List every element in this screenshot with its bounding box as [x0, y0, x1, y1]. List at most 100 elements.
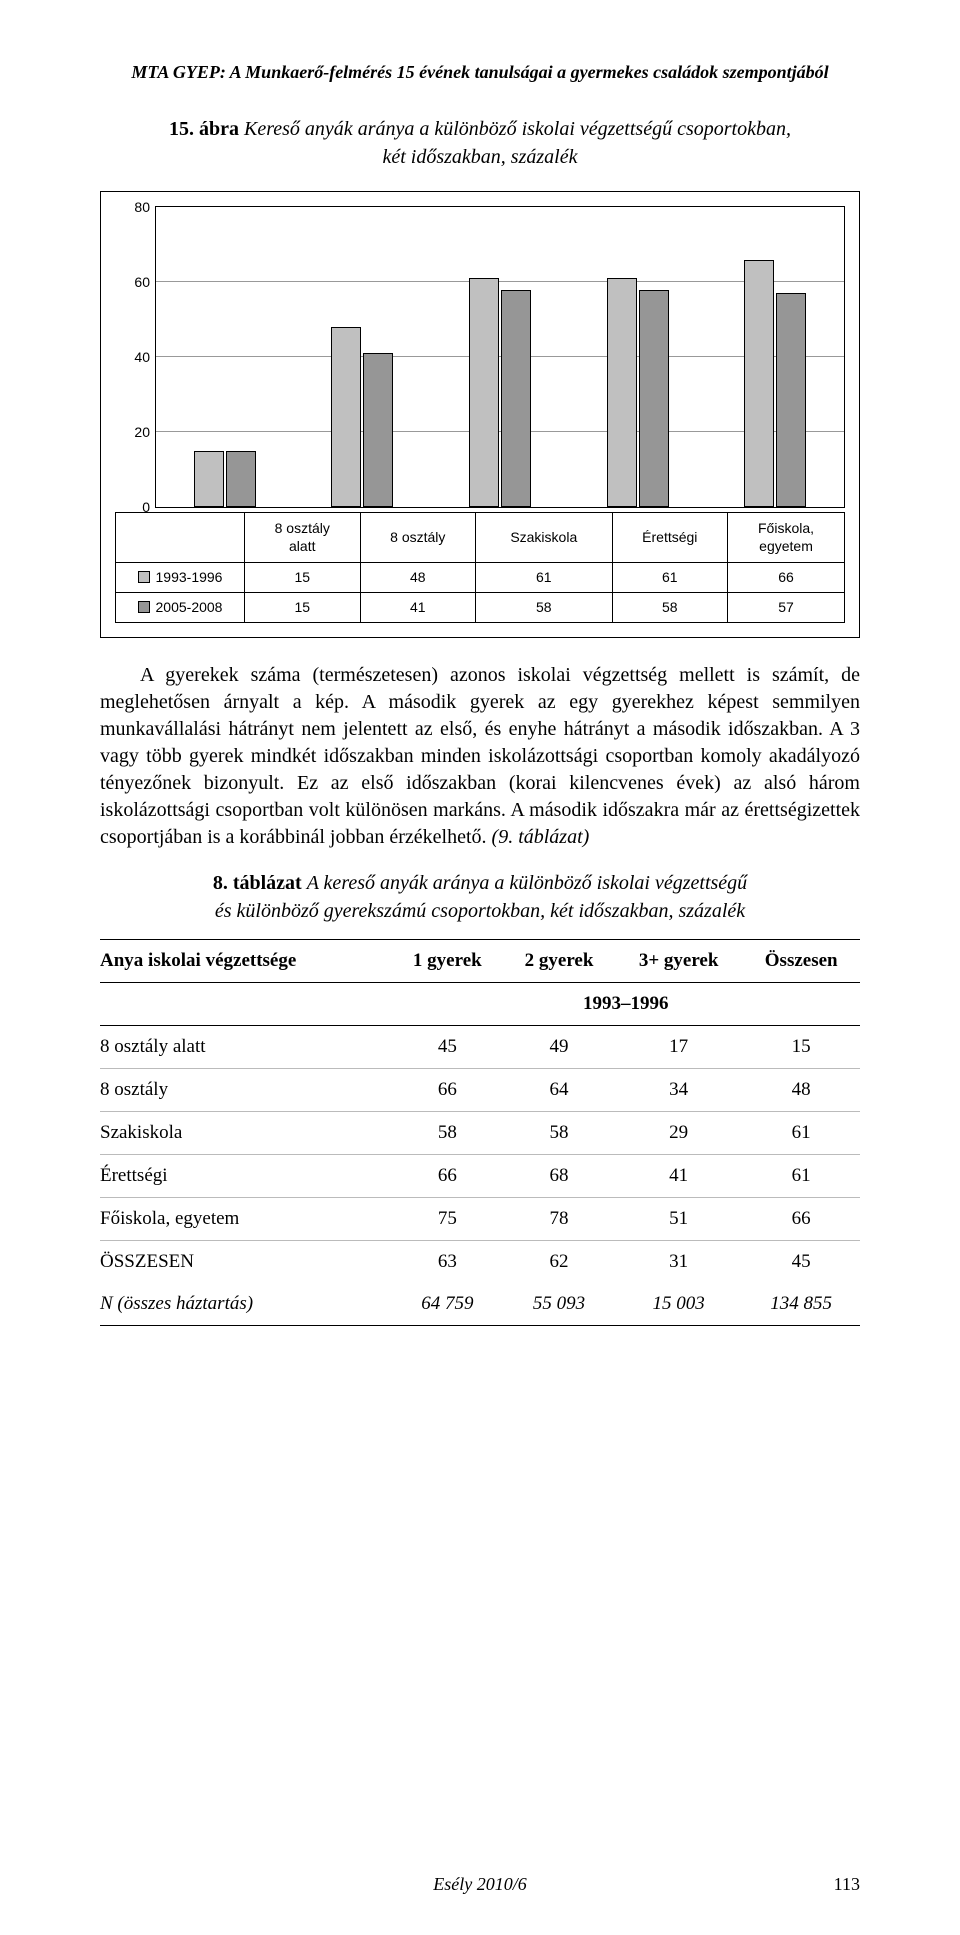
- table-cell: 61: [742, 1154, 860, 1197]
- chart-bar-group: [469, 278, 531, 507]
- chart-ytick: 0: [120, 499, 150, 515]
- chart-table-value: 61: [476, 562, 613, 592]
- table-row-label: Érettségi: [100, 1154, 391, 1197]
- table-cell: 17: [615, 1025, 742, 1068]
- table-cell: 15: [742, 1025, 860, 1068]
- chart-ytick: 80: [120, 199, 150, 215]
- table-cell: 51: [615, 1197, 742, 1240]
- table-cell: 58: [503, 1111, 615, 1154]
- chart-table-category: Érettségi: [612, 513, 728, 562]
- table-cell: 41: [615, 1154, 742, 1197]
- chart-series-label: 1993-1996: [116, 562, 245, 592]
- table-cell: 78: [503, 1197, 615, 1240]
- running-header: MTA GYEP: A Munkaerő-felmérés 15 évének …: [100, 60, 860, 85]
- chart-bar: [607, 278, 637, 507]
- table-cell: 66: [391, 1154, 503, 1197]
- table-cell: 66: [391, 1068, 503, 1111]
- chart-table-category: 8 osztály: [360, 513, 476, 562]
- chart-bar: [469, 278, 499, 507]
- figure-caption-line1: Kereső anyák aránya a különböző iskolai …: [244, 118, 791, 140]
- table-summary-cell: 63: [391, 1240, 503, 1283]
- table-subheader-blank: [100, 982, 391, 1025]
- table-n-cell: 55 093: [503, 1283, 615, 1326]
- chart-table-value: 48: [360, 562, 476, 592]
- chart-bar: [744, 260, 774, 508]
- chart-bar: [639, 290, 669, 508]
- table-n-cell: 15 003: [615, 1283, 742, 1326]
- chart-bar: [363, 353, 393, 507]
- table-row-label: Szakiskola: [100, 1111, 391, 1154]
- chart-table-category: Főiskola,egyetem: [728, 513, 845, 562]
- table-n-cell: 64 759: [391, 1283, 503, 1326]
- footer-page-number: 113: [800, 1874, 860, 1895]
- table-cell: 49: [503, 1025, 615, 1068]
- chart-bar: [226, 451, 256, 507]
- table-n-label: N (összes háztartás): [100, 1283, 391, 1326]
- body-text: A gyerekek száma (természetesen) azonos …: [100, 664, 860, 848]
- chart-ytick: 20: [120, 424, 150, 440]
- table-cell: 34: [615, 1068, 742, 1111]
- table-header-col: 2 gyerek: [503, 939, 615, 982]
- table-summary-cell: 31: [615, 1240, 742, 1283]
- body-ref: (9. táblázat): [492, 826, 590, 848]
- chart-table-value: 61: [612, 562, 728, 592]
- chart-table-value: 58: [476, 592, 613, 622]
- footer-journal: Esély 2010/6: [160, 1874, 800, 1895]
- table-cell: 58: [391, 1111, 503, 1154]
- table-cell: 29: [615, 1111, 742, 1154]
- chart-bar-group: [331, 327, 393, 507]
- chart-plot-area: 020406080: [155, 206, 845, 508]
- table-cell: 66: [742, 1197, 860, 1240]
- chart-table-value: 57: [728, 592, 845, 622]
- table-cell: 61: [742, 1111, 860, 1154]
- chart-series-label: 2005-2008: [116, 592, 245, 622]
- chart-table-category: Szakiskola: [476, 513, 613, 562]
- chart-bar: [331, 327, 361, 507]
- table-cell: 68: [503, 1154, 615, 1197]
- content-table: Anya iskolai végzettsége1 gyerek2 gyerek…: [100, 939, 860, 1326]
- table-header-col: 1 gyerek: [391, 939, 503, 982]
- table-caption-line2: és különböző gyerekszámú csoportokban, k…: [215, 900, 745, 922]
- body-paragraph: A gyerekek száma (természetesen) azonos …: [100, 662, 860, 851]
- chart-table-category: 8 osztályalatt: [245, 513, 361, 562]
- table-cell: 45: [391, 1025, 503, 1068]
- table-header-col: Összesen: [742, 939, 860, 982]
- table-summary-cell: 45: [742, 1240, 860, 1283]
- chart-bar: [776, 293, 806, 507]
- table-caption-line1: A kereső anyák aránya a különböző iskola…: [307, 872, 747, 894]
- chart-ytick: 60: [120, 274, 150, 290]
- table-row-label: Főiskola, egyetem: [100, 1197, 391, 1240]
- chart-bar-group: [607, 278, 669, 507]
- chart-table-value: 58: [612, 592, 728, 622]
- chart-table-value: 41: [360, 592, 476, 622]
- table-caption: 8. táblázat A kereső anyák aránya a külö…: [100, 869, 860, 925]
- table-period-label: 1993–1996: [391, 982, 860, 1025]
- chart-data-table: 8 osztályalatt8 osztálySzakiskolaÉrettsé…: [115, 512, 845, 622]
- table-cell: 48: [742, 1068, 860, 1111]
- table-summary-cell: 62: [503, 1240, 615, 1283]
- chart-table-value: 15: [245, 592, 361, 622]
- chart-bar-group: [744, 260, 806, 508]
- table-row-label: 8 osztály alatt: [100, 1025, 391, 1068]
- chart-container: 020406080 8 osztályalatt8 osztálySzakisk…: [100, 191, 860, 637]
- table-summary-label: ÖSSZESEN: [100, 1240, 391, 1283]
- table-n-cell: 134 855: [742, 1283, 860, 1326]
- chart-ytick: 40: [120, 349, 150, 365]
- table-cell: 75: [391, 1197, 503, 1240]
- chart-table-value: 66: [728, 562, 845, 592]
- figure-caption-line2: két időszakban, százalék: [383, 146, 578, 168]
- legend-swatch: [138, 571, 150, 583]
- table-header-rowlabel: Anya iskolai végzettsége: [100, 939, 391, 982]
- table-row-label: 8 osztály: [100, 1068, 391, 1111]
- legend-text: 1993-1996: [156, 569, 223, 585]
- legend-text: 2005-2008: [156, 599, 223, 615]
- chart-table-blank: [116, 513, 245, 562]
- page-footer: Esély 2010/6 113: [100, 1874, 860, 1895]
- chart-table-value: 15: [245, 562, 361, 592]
- table-cell: 64: [503, 1068, 615, 1111]
- chart-bar-group: [194, 451, 256, 507]
- table-number: 8. táblázat: [213, 872, 302, 894]
- chart-bar: [194, 451, 224, 507]
- figure-caption: 15. ábra Kereső anyák aránya a különböző…: [100, 115, 860, 171]
- figure-number: 15. ábra: [169, 118, 239, 140]
